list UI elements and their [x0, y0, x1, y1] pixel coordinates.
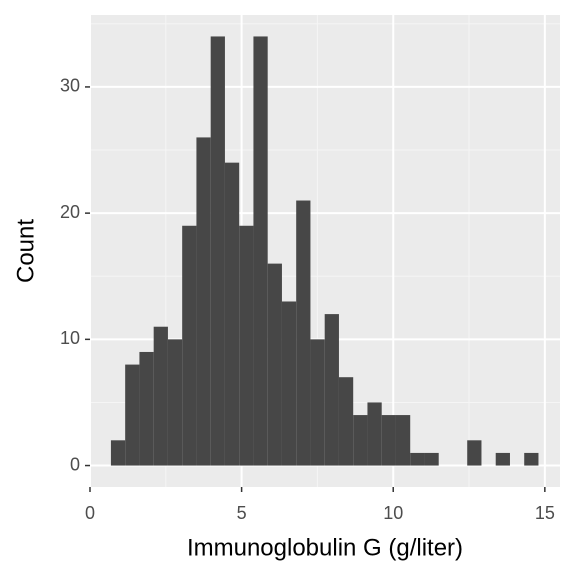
bar [353, 415, 368, 466]
bar [524, 452, 539, 466]
bar [381, 415, 396, 466]
y-tick-label: 10 [60, 328, 80, 348]
bar [196, 137, 211, 466]
bar [267, 263, 282, 466]
bar [281, 301, 297, 466]
bar [182, 225, 197, 466]
bar [224, 162, 240, 466]
bar [253, 36, 268, 466]
bar [367, 402, 382, 466]
bar [167, 339, 183, 466]
x-tick-label: 5 [237, 503, 247, 523]
x-tick-label: 15 [535, 503, 555, 523]
y-axis-title: Count [12, 219, 39, 283]
bar [324, 314, 339, 466]
bar [495, 452, 510, 466]
x-tick-label: 0 [85, 503, 95, 523]
bar [239, 225, 254, 466]
bar [210, 36, 225, 466]
y-tick-label: 20 [60, 202, 80, 222]
bar [467, 440, 482, 466]
bar [110, 440, 126, 466]
bar [153, 326, 168, 466]
bar [125, 364, 140, 466]
bar [296, 200, 311, 466]
bar [310, 339, 325, 466]
bar [338, 377, 354, 466]
x-tick-label: 10 [383, 503, 403, 523]
bar [410, 452, 425, 466]
bar [395, 415, 411, 466]
y-tick-label: 0 [70, 454, 80, 474]
bar [424, 452, 439, 466]
y-tick-label: 30 [60, 76, 80, 96]
x-axis-title: Immunoglobulin G (g/liter) [187, 534, 463, 561]
bar [139, 351, 154, 466]
